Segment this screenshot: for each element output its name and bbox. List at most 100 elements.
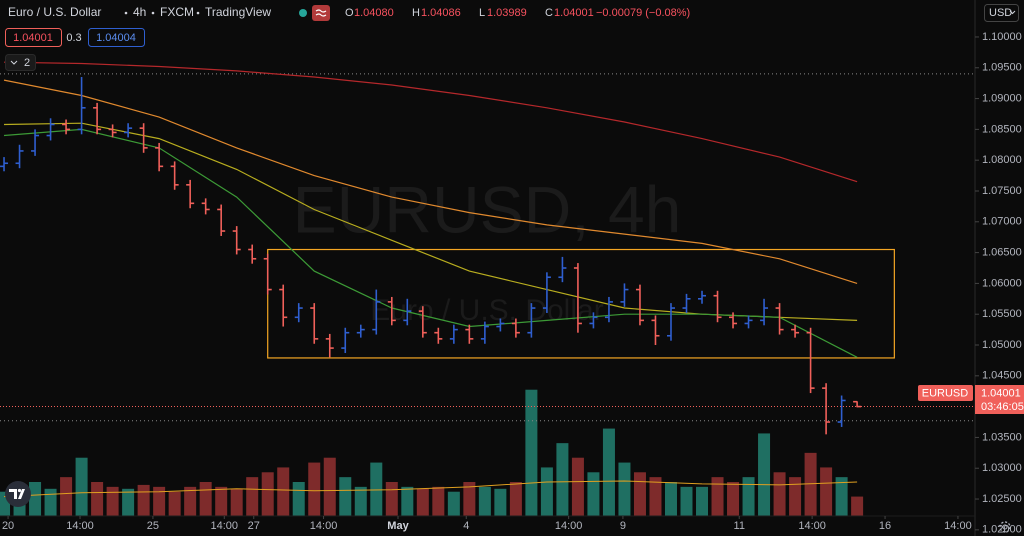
sell-button[interactable] [5, 28, 62, 47]
volume-bar [696, 486, 709, 516]
volume-bar [773, 472, 786, 516]
volume-bar [0, 491, 11, 516]
price-tag [975, 385, 1024, 414]
volume-bar [385, 482, 398, 516]
y-tick-label: 1.08500 [982, 123, 1022, 135]
logo-glyph [9, 489, 25, 499]
x-tick-label: 20 [2, 520, 14, 532]
volume-bar [122, 488, 135, 516]
legend-header: Euro / U.S. Dollar 4h FXCM TradingView O… [5, 4, 1019, 71]
volume-average [3, 480, 858, 498]
volume-bar [618, 462, 631, 516]
volume-bar [292, 482, 305, 516]
volume-bar [184, 486, 197, 516]
market-status[interactable] [299, 9, 307, 17]
y-tick-label: 1.07000 [982, 216, 1022, 228]
x-tick-label: 11 [734, 520, 745, 532]
gear[interactable] [999, 521, 1011, 533]
volume-bar [44, 488, 57, 516]
data-status-icon[interactable] [312, 5, 330, 21]
volume-bar [75, 457, 88, 516]
x-tick-label: 9 [620, 520, 626, 532]
logo-glyph [17, 488, 22, 493]
currency-button[interactable] [984, 4, 1019, 22]
volume-bar [711, 477, 724, 516]
axes: 1.02000 1.02500 1.03000 1.03500 1.04500 1.050… [2, 31, 1022, 536]
volume-bar [835, 477, 848, 516]
source: FXCM [160, 5, 194, 19]
separator [196, 11, 200, 15]
volume-bar [230, 488, 243, 516]
volume-bar [851, 496, 864, 516]
volume-bar [758, 433, 771, 516]
volume-bar [91, 482, 104, 516]
volume-bar [556, 443, 569, 516]
close-value: 1.04001 [554, 7, 594, 19]
high-value: 1.04086 [421, 7, 461, 19]
x-tick-label: 14:00 [211, 520, 239, 532]
chevron [10, 60, 18, 65]
volume-bar [525, 389, 538, 516]
x-tick-label: 4 [463, 520, 469, 532]
symbol-name[interactable]: Euro / U.S. Dollar [8, 5, 101, 19]
volume-bar [277, 467, 290, 516]
separator [124, 11, 128, 15]
volume-bar [789, 477, 802, 516]
volume-bar [587, 472, 600, 516]
symbol-tag [918, 385, 973, 401]
x-tick-label: May [387, 520, 409, 532]
y-tick-label: 1.07500 [982, 185, 1022, 197]
settings-button[interactable] [999, 521, 1011, 533]
chevron [1009, 10, 1016, 15]
high-label: H [412, 7, 420, 19]
spread: 0.3 [66, 32, 81, 44]
indicators-count[interactable]: 2 [24, 57, 30, 69]
y-tick-label: 1.06500 [982, 247, 1022, 259]
volume-bar [494, 488, 507, 516]
volume-bar [804, 452, 817, 516]
currency[interactable]: USD [989, 7, 1012, 19]
volume-bar [633, 472, 646, 516]
y-tick-label: 1.05500 [982, 308, 1022, 320]
y-tick-label: 1.06000 [982, 277, 1022, 289]
volume-bar [432, 486, 445, 516]
y-tick-label: 1.03000 [982, 462, 1022, 474]
y-tick-label: 1.02000 [982, 524, 1022, 536]
logo-badge[interactable] [5, 481, 31, 507]
volume-bar [478, 486, 491, 516]
volume-bar [261, 472, 274, 516]
x-tick-label: 27 [248, 520, 260, 532]
open-label: O [345, 7, 354, 19]
platform: TradingView [205, 5, 271, 19]
y-tick-label: 1.09500 [982, 62, 1022, 74]
symbol-tag-text: EURUSD [922, 387, 969, 399]
volume-bar [168, 491, 181, 516]
watermark-subtitle: Euro / U.S. Dollar [370, 294, 603, 327]
volume-bar [571, 457, 584, 516]
low-label: L [479, 7, 485, 19]
plot-area [0, 61, 975, 516]
indicators-toggle[interactable] [5, 54, 36, 71]
bid-price[interactable]: 1.04001 [13, 32, 53, 44]
gear-center [1002, 524, 1008, 530]
y-tick-label: 1.08000 [982, 154, 1022, 166]
bar-countdown: 03:46:05 [981, 401, 1024, 413]
ask-price[interactable]: 1.04004 [96, 32, 136, 44]
x-tick-label: 16 [879, 520, 891, 532]
price-label: EURUSD 1.04001 03:46:05 [918, 385, 1024, 414]
volume-bar [664, 482, 677, 516]
range-box [267, 248, 895, 359]
volume-bar [339, 477, 352, 516]
volume-bar [416, 488, 429, 516]
x-tick-label: 14:00 [798, 520, 826, 532]
watermark-title: EURUSD, 4h [293, 172, 682, 246]
moving-average [3, 128, 858, 358]
volume-bar [153, 486, 166, 516]
buy-button[interactable] [88, 28, 145, 47]
low-value: 1.03989 [487, 7, 527, 19]
volume-bar [742, 477, 755, 516]
moving-average [3, 61, 858, 183]
tradingview-logo[interactable] [5, 481, 31, 507]
